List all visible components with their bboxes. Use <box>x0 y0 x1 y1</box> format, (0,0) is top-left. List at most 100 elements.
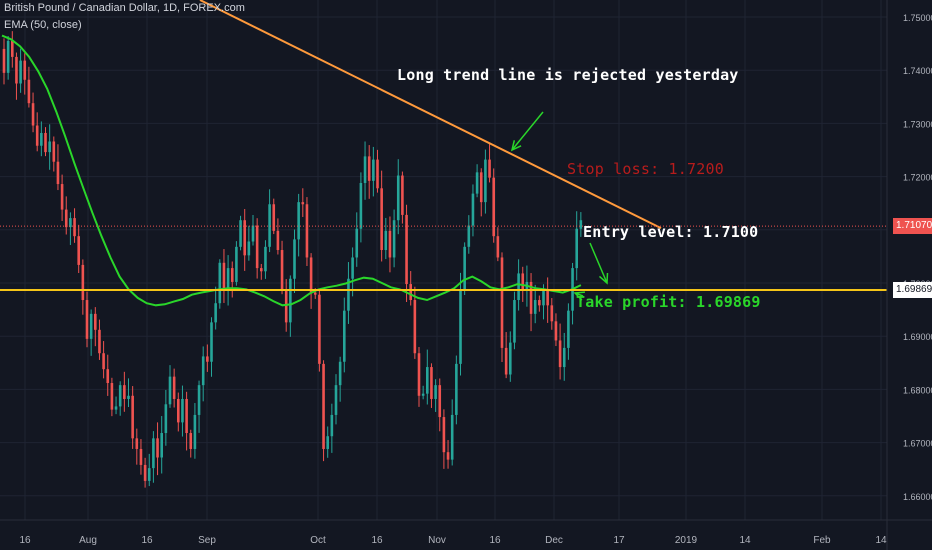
candle-body <box>168 376 172 405</box>
candle-body <box>509 342 512 375</box>
candle-body <box>218 262 222 304</box>
candle-body <box>181 398 184 423</box>
candle-body <box>538 300 541 306</box>
candle-body <box>500 257 504 348</box>
arrow-shaft <box>511 111 544 151</box>
candle-body <box>201 356 205 386</box>
candle-body <box>264 246 267 272</box>
take-profit-price-tag: 1.69869 <box>893 281 932 298</box>
candle-body <box>6 40 10 73</box>
candle-body <box>463 246 466 290</box>
candle-body <box>52 141 56 162</box>
candle-body <box>450 414 454 460</box>
y-tick-label: 1.74000 <box>903 66 932 76</box>
candle-body <box>193 414 197 449</box>
x-tick-label: 16 <box>489 535 501 546</box>
x-tick-label: Feb <box>813 535 831 546</box>
candle-body <box>330 414 334 437</box>
y-tick-label: 1.66000 <box>903 492 932 502</box>
candle-body <box>94 313 97 330</box>
candle-body <box>15 56 18 84</box>
candle-body <box>504 347 508 375</box>
candle-body <box>31 103 35 126</box>
candle-body <box>388 230 392 258</box>
candle-body <box>114 406 118 410</box>
candle-body <box>533 300 537 314</box>
candle-body <box>309 257 313 293</box>
trend-line[interactable] <box>199 0 662 230</box>
candle-body <box>235 246 238 282</box>
ema-line <box>1 34 582 307</box>
candle-body <box>401 175 404 215</box>
candle-body <box>206 356 209 362</box>
candle-body <box>152 438 155 469</box>
candle-body <box>442 417 446 453</box>
candle-body <box>293 239 296 279</box>
candle-body <box>343 310 346 362</box>
x-tick-label: Nov <box>428 535 446 546</box>
candle-body <box>405 214 408 285</box>
candle-body <box>496 236 500 258</box>
candle-body <box>247 241 251 256</box>
candle-body <box>363 156 367 183</box>
candle-body <box>35 125 39 146</box>
candle-body <box>338 361 342 386</box>
candle-body <box>11 40 14 57</box>
candle-body <box>243 220 246 256</box>
candle-body <box>575 228 578 269</box>
y-tick-label: 1.67000 <box>903 439 932 449</box>
stop-loss-note: Stop loss: 1.7200 <box>567 160 724 178</box>
candle-body <box>251 225 255 242</box>
candle-body <box>110 383 114 410</box>
candle-body <box>529 281 533 314</box>
candle-body <box>459 289 462 364</box>
candle-body <box>488 159 491 178</box>
candle-body <box>131 395 134 439</box>
candle-body <box>260 268 263 272</box>
x-tick-label: 2019 <box>675 535 698 546</box>
candle-body <box>89 313 93 339</box>
candle-body <box>222 262 226 290</box>
candle-body <box>326 436 329 449</box>
candle-body <box>392 220 396 258</box>
take-profit-note: Take profit: 1.69869 <box>576 293 761 311</box>
candle-body <box>380 188 383 251</box>
candle-body <box>417 353 421 396</box>
candle-body <box>438 385 442 418</box>
x-tick-label: 16 <box>371 535 383 546</box>
x-tick-label: 16 <box>141 535 153 546</box>
x-tick-label: 17 <box>613 535 625 546</box>
y-tick-label: 1.68000 <box>903 385 932 395</box>
candle-body <box>517 273 520 301</box>
candle-body <box>44 132 47 153</box>
arrow-head <box>510 140 522 152</box>
candle-body <box>334 385 338 415</box>
candle-body <box>118 385 122 407</box>
candle-body <box>185 398 188 434</box>
candle-body <box>172 376 176 399</box>
candle-body <box>56 161 60 185</box>
candle-body <box>554 321 558 341</box>
candle-body <box>351 257 354 279</box>
candle-body <box>322 363 325 449</box>
symbol-title[interactable]: British Pound / Canadian Dollar, 1D, FOR… <box>4 2 245 14</box>
candle-body <box>177 398 180 423</box>
candle-body <box>471 193 475 226</box>
candle-body <box>367 156 371 181</box>
candle-body <box>542 289 545 306</box>
candlestick-series <box>2 31 583 488</box>
candle-body <box>297 202 300 240</box>
y-tick-label: 1.75000 <box>903 13 932 23</box>
candle-body <box>313 292 317 295</box>
indicator-label[interactable]: EMA (50, close) <box>4 19 82 31</box>
candle-body <box>513 300 516 343</box>
x-tick-label: Dec <box>545 535 563 546</box>
y-tick-label: 1.72000 <box>903 173 932 183</box>
candle-body <box>160 433 163 458</box>
candle-body <box>40 132 43 146</box>
candle-body <box>147 468 151 481</box>
candle-body <box>421 393 425 396</box>
candle-body <box>409 284 412 301</box>
